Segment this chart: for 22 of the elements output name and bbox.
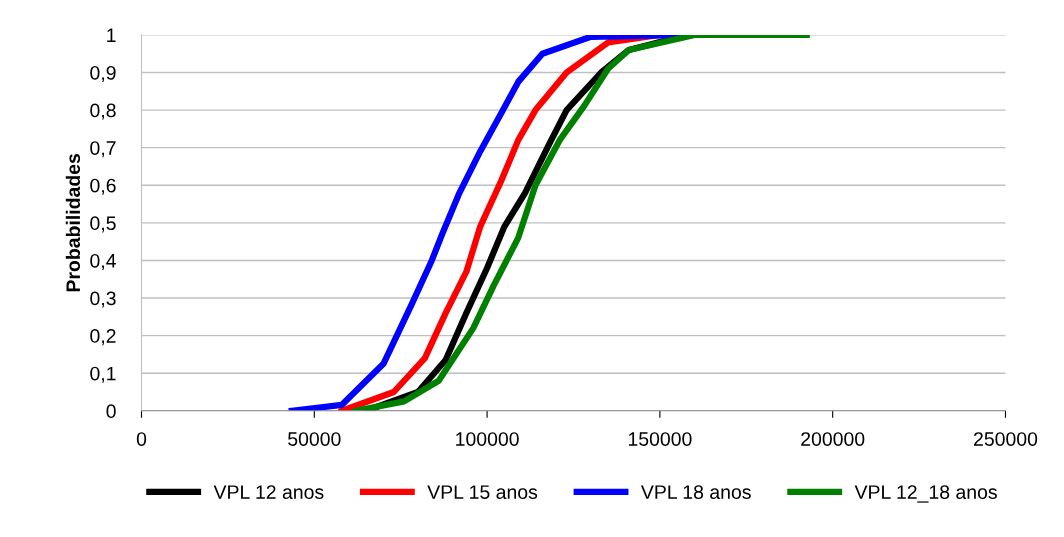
legend-label: VPL 15 anos <box>427 485 538 499</box>
y-axis-title: Probabilidades <box>65 153 81 292</box>
x-tick-label: 150000 <box>628 432 692 446</box>
y-tick-label: 0,7 <box>90 141 116 158</box>
y-tick-label: 0,6 <box>90 178 116 195</box>
y-tick-label: 0,2 <box>90 329 116 346</box>
y-tick-label: 0,9 <box>90 65 116 83</box>
y-tick-label: 0,3 <box>90 291 116 308</box>
y-tick-label: 1 <box>107 28 116 42</box>
y-tick-label: 0,1 <box>90 366 116 383</box>
legend-label: VPL 18 anos <box>640 485 751 499</box>
x-tick-label: 100000 <box>456 432 519 446</box>
x-tick-label: 250000 <box>974 432 1038 446</box>
y-tick-label: 0 <box>106 404 116 419</box>
x-tick-label: 0 <box>136 432 147 446</box>
y-tick-label: 0,5 <box>90 216 116 233</box>
x-tick-label: 50000 <box>288 432 341 446</box>
y-tick-label: 0,8 <box>90 103 116 120</box>
y-tick-label: 0,4 <box>90 253 116 270</box>
legend-label: VPL 12_18 anos <box>854 485 997 503</box>
legend-label: VPL 12 anos <box>213 485 324 499</box>
x-tick-label: 200000 <box>801 432 865 446</box>
